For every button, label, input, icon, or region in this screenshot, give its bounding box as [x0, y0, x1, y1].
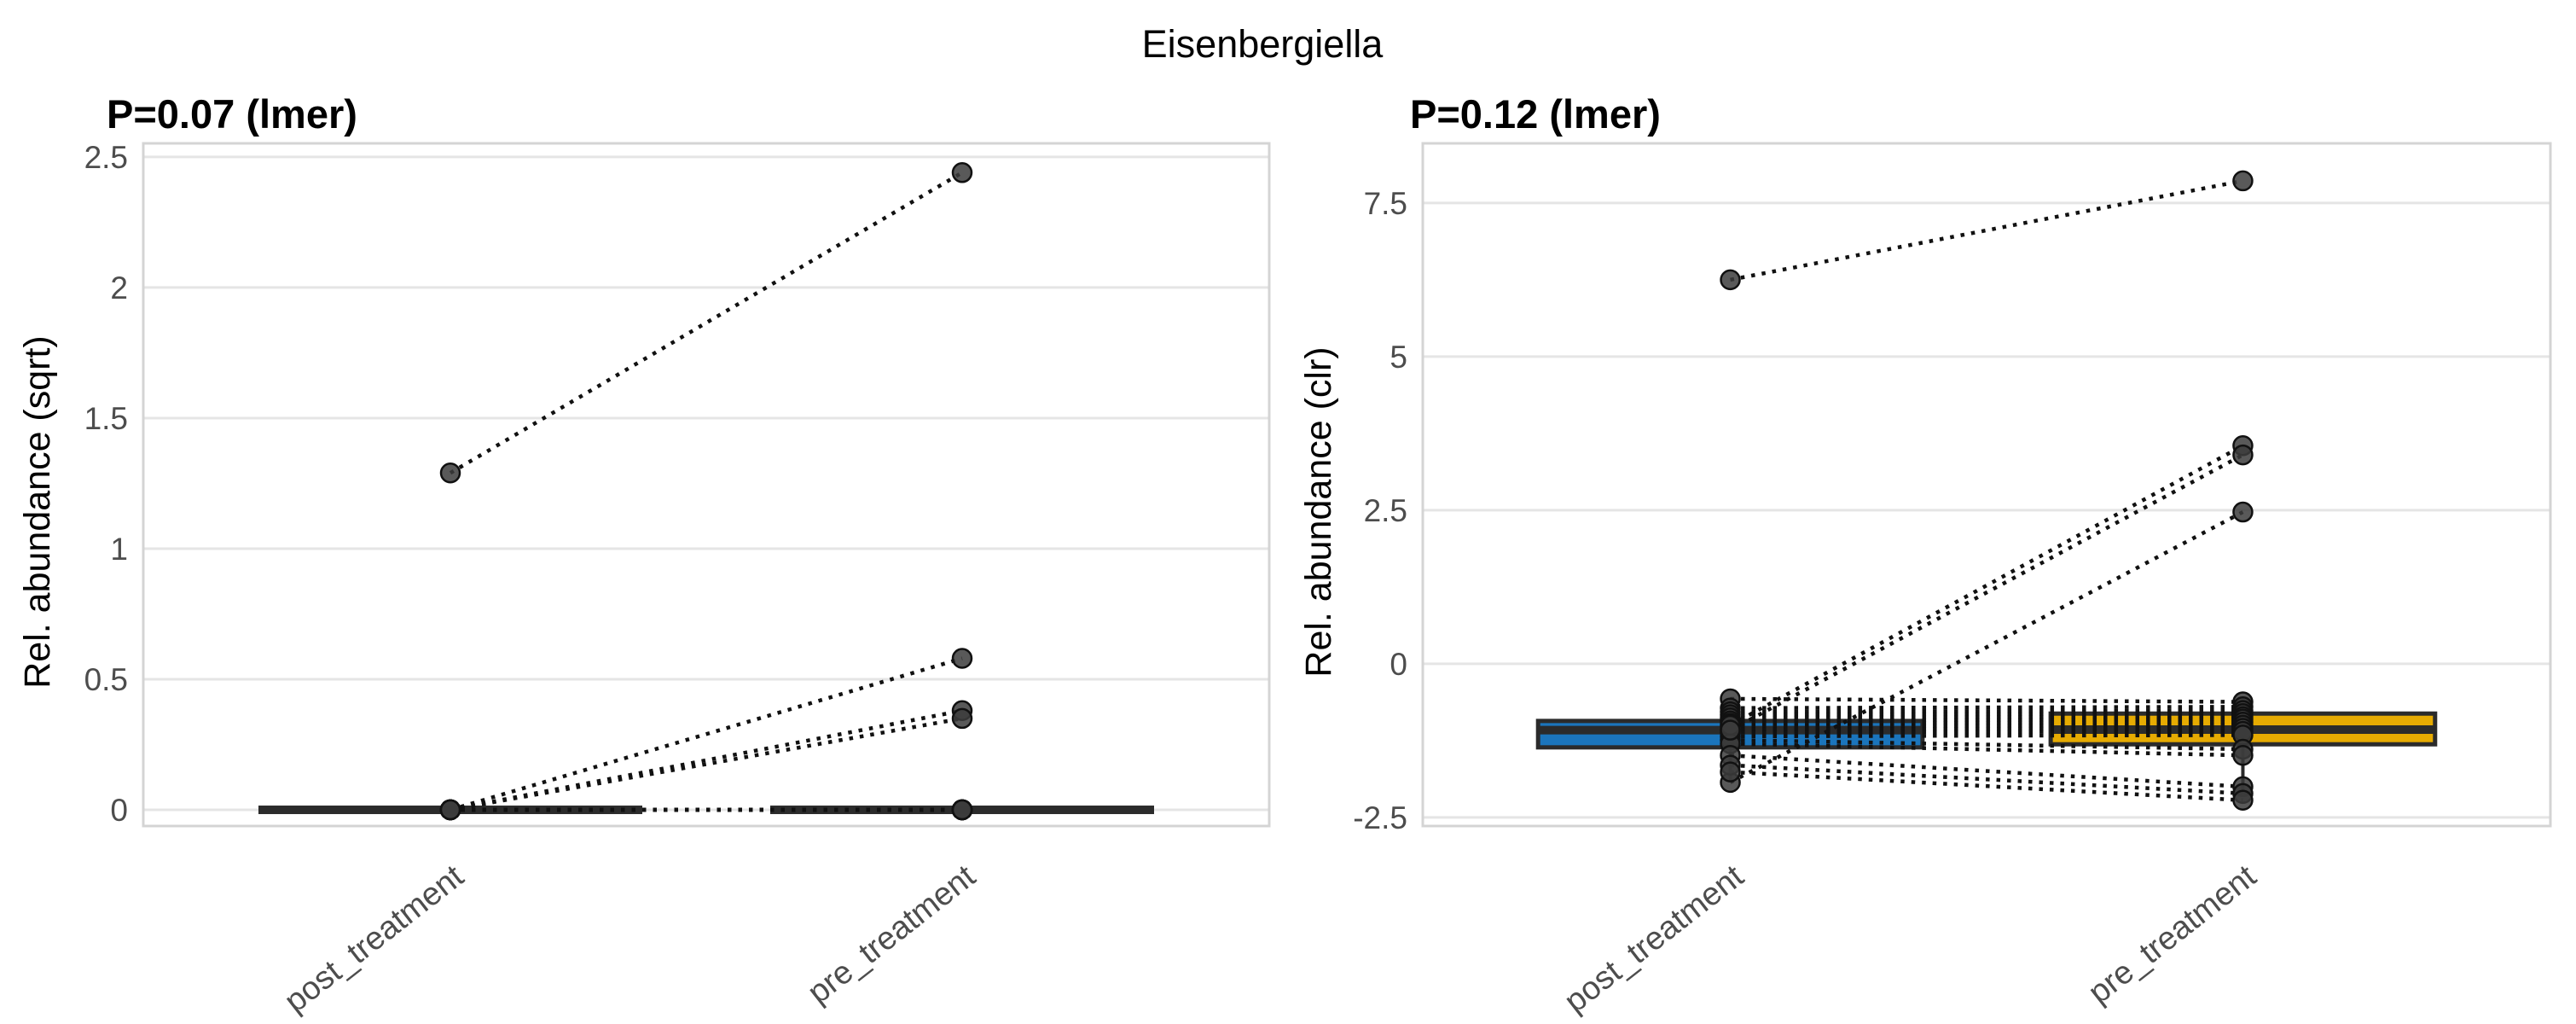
data-point	[951, 799, 973, 821]
pair-line	[1729, 510, 2244, 784]
pair-line	[1730, 178, 2243, 282]
pair-line	[1729, 453, 2244, 732]
data-point	[2232, 444, 2254, 466]
x-tick-label: pre_treatment	[801, 858, 983, 1011]
pair-line	[1730, 729, 2243, 735]
pair-line	[1730, 763, 2243, 796]
y-tick-label: -2.5	[1353, 800, 1407, 835]
pair-line	[1730, 717, 2243, 724]
data-point	[2232, 789, 2254, 812]
data-point	[1720, 269, 1741, 291]
data-point	[2232, 170, 2254, 192]
y-tick-label: 5	[1390, 340, 1407, 375]
y-tick-label: 2.5	[84, 140, 128, 175]
y-tick-label: 0	[110, 793, 128, 828]
pair-line	[1730, 770, 2243, 803]
data-point	[2232, 501, 2254, 523]
panel-border	[142, 142, 1271, 828]
pair-line	[450, 656, 963, 812]
pair-line	[1730, 723, 2243, 729]
y-tick-label: 0.5	[84, 662, 128, 697]
x-tick-label: post_treatment	[278, 858, 471, 1020]
panel-title-left: P=0.07 (lmer)	[107, 91, 357, 137]
x-tick-label: post_treatment	[1558, 858, 1750, 1020]
pair-line	[449, 171, 964, 475]
pair-line	[1730, 753, 2243, 789]
pair-line	[450, 716, 963, 812]
data-point	[439, 799, 461, 821]
data-point	[439, 462, 461, 484]
pair-line	[1729, 444, 2244, 727]
y-tick-label: 1	[110, 532, 128, 567]
pair-line	[1730, 737, 2243, 752]
pair-line	[1730, 708, 2243, 714]
data-point	[951, 162, 973, 183]
main-title: Eisenbergiella	[1141, 22, 1384, 66]
data-point	[1720, 761, 1741, 783]
pair-line	[1730, 726, 2243, 732]
data-point	[951, 707, 973, 730]
y-tick-label: 2.5	[1364, 493, 1407, 528]
panel-title-right: P=0.12 (lmer)	[1410, 91, 1661, 137]
pair-line	[1730, 720, 2243, 725]
pair-line	[1730, 714, 2243, 720]
data-point	[1720, 719, 1741, 741]
y-axis-label: Rel. abundance (clr)	[1298, 346, 1339, 677]
y-tick-label: 1.5	[84, 401, 128, 436]
y-tick-label: 0	[1390, 647, 1407, 682]
pair-line	[1730, 696, 2243, 704]
pair-line	[1730, 742, 2243, 758]
y-axis-label: Rel. abundance (sqrt)	[17, 335, 58, 689]
x-tick-label: pre_treatment	[2082, 858, 2264, 1011]
data-point	[951, 648, 973, 669]
data-point	[2232, 744, 2254, 766]
y-tick-label: 2	[110, 271, 128, 305]
panel-border	[1421, 142, 2552, 828]
pair-line	[1730, 711, 2243, 717]
y-tick-label: 7.5	[1364, 186, 1407, 221]
